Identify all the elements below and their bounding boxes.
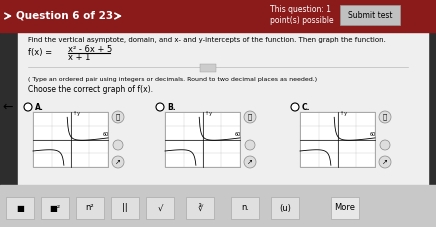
Text: x² - 6x + 5: x² - 6x + 5 [68, 44, 112, 54]
Text: ←: ← [3, 101, 13, 114]
Text: A.: A. [35, 103, 44, 111]
Circle shape [156, 103, 164, 111]
Circle shape [112, 156, 124, 168]
Text: Choose the correct graph of f(x).: Choose the correct graph of f(x). [28, 84, 153, 94]
Circle shape [380, 140, 390, 150]
Text: √: √ [157, 203, 163, 212]
Text: x + 1: x + 1 [68, 54, 90, 62]
Text: This question: 1
point(s) possible: This question: 1 point(s) possible [270, 5, 334, 25]
Bar [331, 197, 359, 219]
Circle shape [379, 111, 391, 123]
Text: Find the vertical asymptote, domain, and x- and y-intercepts of the function. Th: Find the vertical asymptote, domain, and… [28, 37, 386, 43]
Bar [165, 112, 240, 167]
Bar [146, 197, 174, 219]
Text: ↑y: ↑y [340, 111, 347, 116]
Bar [340, 5, 400, 25]
Circle shape [24, 103, 32, 111]
Circle shape [113, 140, 123, 150]
Text: ■: ■ [16, 203, 24, 212]
Text: n²: n² [86, 203, 94, 212]
Text: ↑y: ↑y [204, 111, 211, 116]
Text: More: More [334, 203, 355, 212]
Bar [0, 185, 436, 227]
Text: (u): (u) [279, 203, 291, 212]
Bar [33, 112, 108, 167]
Text: f(x) =: f(x) = [28, 49, 52, 57]
Bar [76, 197, 104, 219]
Text: 🔍: 🔍 [116, 114, 120, 120]
Text: ↗: ↗ [382, 159, 388, 165]
Text: Question 6 of 23: Question 6 of 23 [17, 10, 113, 20]
Bar [200, 64, 216, 72]
Circle shape [245, 140, 255, 150]
Text: 60: 60 [235, 133, 241, 138]
Bar [186, 197, 214, 219]
Bar [271, 197, 299, 219]
Text: Submit test: Submit test [348, 10, 392, 20]
Text: ■²: ■² [49, 203, 61, 212]
Text: ∛: ∛ [198, 203, 203, 212]
Bar [18, 32, 428, 185]
Text: ↗: ↗ [115, 159, 121, 165]
Text: n.: n. [241, 203, 249, 212]
Bar [111, 197, 139, 219]
Bar [231, 197, 259, 219]
Bar [41, 197, 69, 219]
Bar [300, 112, 375, 167]
Text: ||: || [122, 203, 128, 212]
Bar [6, 197, 34, 219]
Text: ( Type an ordered pair using integers or decimals. Round to two decimal places a: ( Type an ordered pair using integers or… [28, 76, 317, 81]
Circle shape [112, 111, 124, 123]
Text: 60: 60 [103, 133, 109, 138]
Text: 60: 60 [370, 133, 376, 138]
Text: ↗: ↗ [247, 159, 253, 165]
Text: B.: B. [167, 103, 176, 111]
Text: ↑y: ↑y [72, 111, 79, 116]
Text: 🔍: 🔍 [248, 114, 252, 120]
Circle shape [244, 111, 256, 123]
Circle shape [244, 156, 256, 168]
Text: C.: C. [302, 103, 310, 111]
Circle shape [291, 103, 299, 111]
Text: 🔍: 🔍 [383, 114, 387, 120]
Circle shape [379, 156, 391, 168]
Bar [0, 0, 436, 32]
